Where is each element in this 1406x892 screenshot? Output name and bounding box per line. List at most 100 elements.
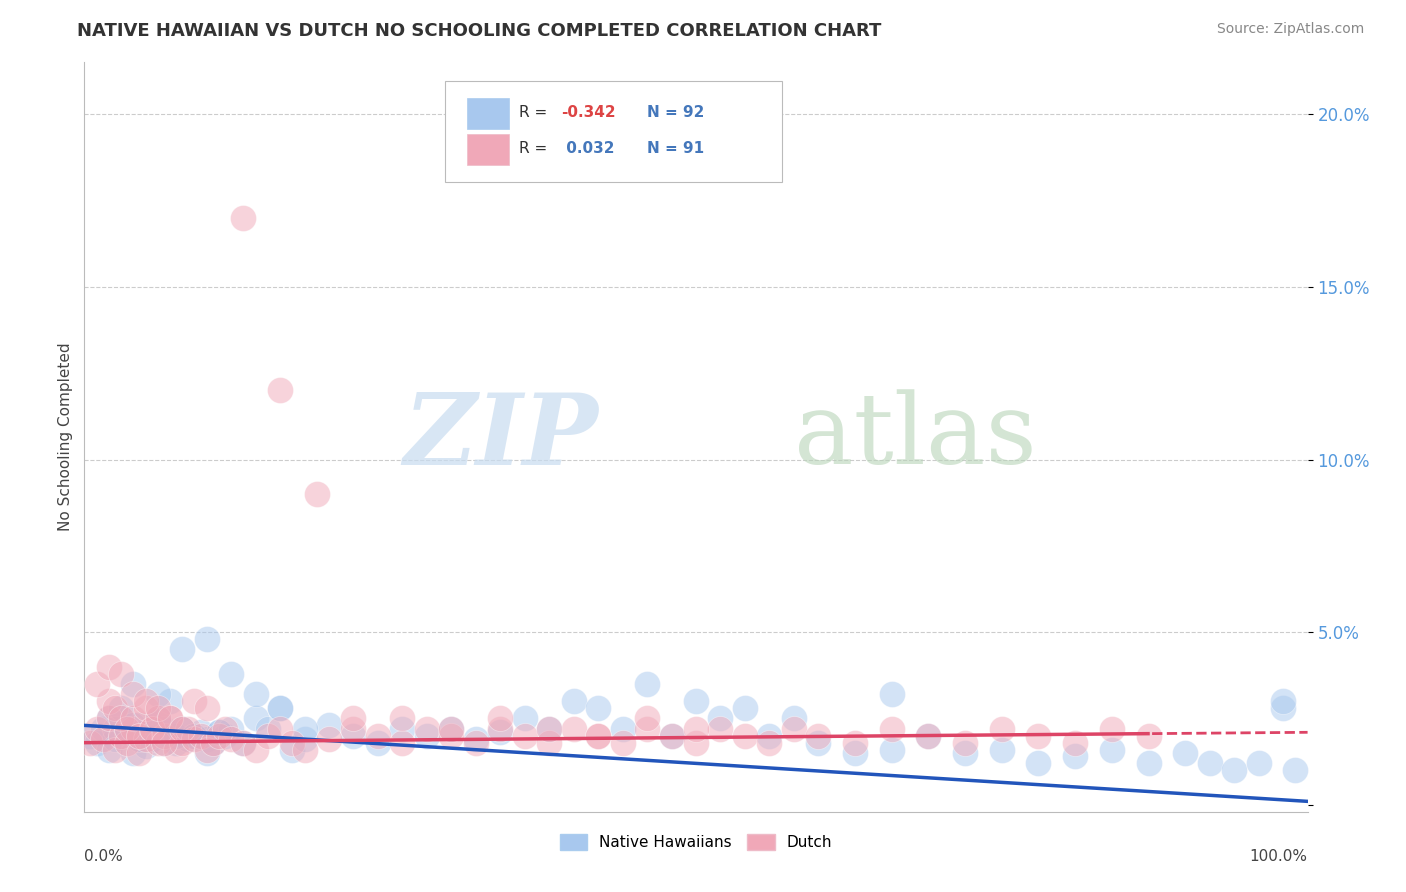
Point: [709, 711, 731, 725]
Point: [201, 736, 224, 750]
Legend: Native Hawaiians, Dutch: Native Hawaiians, Dutch: [554, 829, 838, 856]
Point: [464, 736, 486, 750]
Point: [734, 701, 756, 715]
Point: [734, 729, 756, 743]
Point: [1028, 756, 1050, 771]
Point: [141, 732, 163, 747]
Point: [122, 718, 145, 732]
Point: [489, 711, 512, 725]
Point: [135, 739, 157, 753]
Point: [758, 729, 780, 743]
Point: [110, 729, 132, 743]
Point: [208, 729, 231, 743]
Point: [513, 711, 536, 725]
Point: [880, 742, 903, 756]
Point: [122, 722, 145, 736]
Point: [128, 729, 150, 743]
Point: [342, 729, 364, 743]
Point: [844, 746, 866, 760]
Point: [391, 711, 413, 725]
Point: [1101, 742, 1123, 756]
Point: [1064, 749, 1087, 764]
Point: [1247, 756, 1270, 771]
Point: [159, 711, 181, 725]
Point: [281, 736, 304, 750]
Point: [245, 711, 267, 725]
Point: [991, 722, 1014, 736]
Point: [586, 729, 609, 743]
Point: [953, 736, 976, 750]
Point: [1198, 756, 1220, 771]
Point: [190, 725, 212, 739]
Point: [110, 711, 132, 725]
Point: [844, 736, 866, 750]
Point: [91, 722, 114, 736]
Point: [128, 746, 150, 760]
Point: [208, 725, 231, 739]
Point: [219, 666, 242, 681]
Point: [91, 732, 114, 747]
Text: ZIP: ZIP: [404, 389, 598, 485]
Point: [122, 687, 145, 701]
Point: [440, 729, 463, 743]
Point: [440, 722, 463, 736]
Point: [165, 742, 187, 756]
Point: [880, 687, 903, 701]
Text: 100.0%: 100.0%: [1250, 849, 1308, 864]
Point: [135, 694, 157, 708]
Point: [146, 711, 169, 725]
Point: [1174, 746, 1197, 760]
Point: [953, 746, 976, 760]
Point: [97, 742, 120, 756]
Point: [214, 729, 236, 743]
Text: N = 92: N = 92: [647, 105, 704, 120]
Point: [1101, 722, 1123, 736]
Point: [685, 736, 707, 750]
Text: atlas: atlas: [794, 389, 1036, 485]
Point: [153, 729, 176, 743]
Point: [269, 722, 291, 736]
Point: [758, 736, 780, 750]
Point: [97, 711, 120, 725]
Point: [294, 732, 316, 747]
Point: [172, 722, 194, 736]
Point: [115, 725, 138, 739]
Point: [195, 732, 218, 747]
Point: [612, 722, 634, 736]
Point: [177, 722, 200, 736]
Point: [141, 722, 163, 736]
Point: [86, 736, 108, 750]
Point: [917, 729, 939, 743]
Point: [153, 736, 176, 750]
Point: [146, 736, 169, 750]
Point: [318, 732, 340, 747]
Point: [146, 687, 169, 701]
Point: [305, 487, 328, 501]
Point: [104, 742, 127, 756]
Point: [128, 732, 150, 747]
Point: [1272, 701, 1295, 715]
Point: [135, 729, 157, 743]
Point: [172, 722, 194, 736]
Point: [79, 736, 101, 750]
Point: [636, 722, 658, 736]
Point: [464, 732, 486, 747]
Point: [661, 729, 683, 743]
Point: [783, 722, 806, 736]
Point: [807, 729, 830, 743]
Point: [416, 729, 439, 743]
Point: [586, 701, 609, 715]
Point: [440, 722, 463, 736]
Point: [97, 694, 120, 708]
Point: [538, 722, 561, 736]
Text: R =: R =: [519, 141, 547, 156]
Point: [538, 722, 561, 736]
Text: 0.0%: 0.0%: [84, 849, 124, 864]
Point: [489, 725, 512, 739]
Point: [165, 729, 187, 743]
Point: [115, 722, 138, 736]
Point: [128, 718, 150, 732]
Point: [1272, 694, 1295, 708]
Point: [104, 722, 127, 736]
Point: [122, 711, 145, 725]
